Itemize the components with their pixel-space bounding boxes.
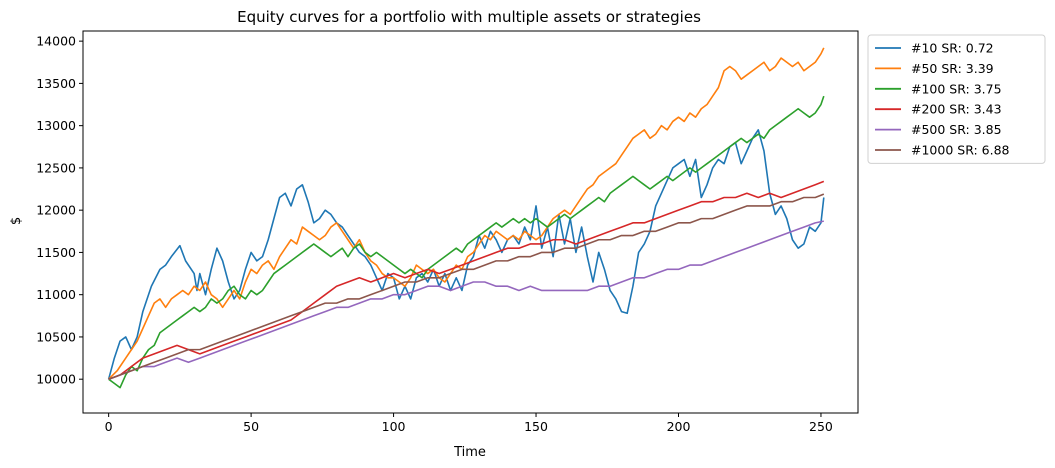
legend-entry-1: #50 SR: 3.39 [911, 61, 994, 76]
legend-entry-4: #500 SR: 3.85 [911, 122, 1002, 137]
y-tick-label-0: 10000 [36, 372, 76, 387]
y-tick-label-4: 12000 [36, 203, 76, 218]
series-line-2 [108, 95, 825, 389]
legend-entry-3: #200 SR: 3.43 [911, 102, 1002, 117]
series-line-3 [108, 180, 825, 380]
chart-title: Equity curves for a portfolio with multi… [237, 8, 701, 26]
x-tick-label-3: 150 [524, 419, 548, 434]
series-line-4 [108, 220, 824, 380]
x-tick-label-0: 0 [105, 419, 113, 434]
series-line-5 [108, 193, 825, 380]
series-line-0 [107, 129, 825, 380]
y-tick-label-6: 13000 [36, 118, 76, 133]
x-axis-ticks: 0 50 100 150 200 250 [105, 413, 833, 434]
legend-entry-2: #100 SR: 3.75 [911, 81, 1002, 96]
y-tick-label-3: 11500 [36, 245, 76, 260]
legend: #10 SR: 0.72 #50 SR: 3.39 #100 SR: 3.75 #20… [867, 34, 1046, 164]
y-tick-label-1: 10500 [36, 329, 76, 344]
y-tick-label-5: 12500 [36, 160, 76, 175]
x-tick-label-5: 250 [809, 419, 833, 434]
y-axis-ticks: 10000 10500 11000 11500 12000 12500 13000 13500… [36, 34, 83, 387]
y-tick-label-7: 13500 [36, 76, 76, 91]
legend-entry-0: #10 SR: 0.72 [911, 41, 994, 56]
legend-entry-5: #1000 SR: 6.88 [911, 143, 1010, 158]
y-tick-label-2: 11000 [36, 287, 76, 302]
plot-area [107, 47, 825, 389]
series-line-1 [108, 47, 825, 380]
x-axis-label: Time [453, 445, 486, 460]
plot-frame [82, 30, 859, 414]
legend-box [867, 34, 1046, 164]
y-axis-label: $ [9, 217, 24, 225]
y-tick-label-8: 14000 [36, 34, 76, 49]
x-tick-label-4: 200 [667, 419, 691, 434]
x-tick-label-2: 100 [382, 419, 406, 434]
x-tick-label-1: 50 [243, 419, 259, 434]
